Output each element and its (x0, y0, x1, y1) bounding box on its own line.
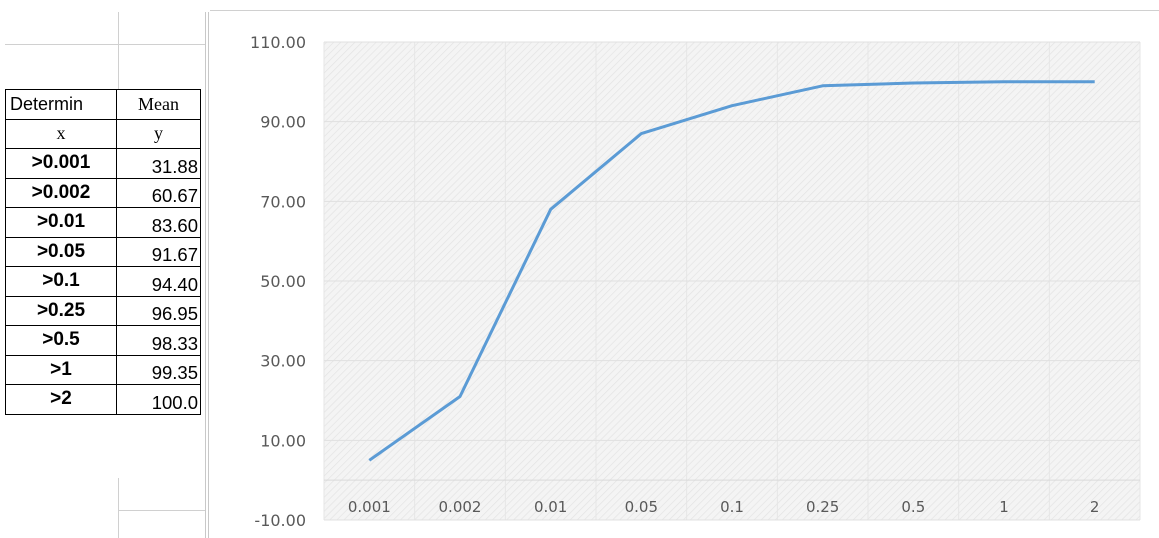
x-tick-label: 0.05 (625, 498, 658, 516)
line-chart[interactable]: -10.00 10.00 30.00 50.00 70.00 90.00 110.00 0.… (222, 12, 1152, 532)
table-row: >1 99.35 (5, 354, 201, 385)
data-table: Determin Mean x y >0.001 31.88 >0.002 60.6… (5, 89, 201, 415)
x-tick-label: 0.5 (901, 498, 925, 516)
sheet-gridline (210, 10, 1159, 11)
header-cell[interactable]: x (5, 118, 117, 149)
y-cell[interactable]: 91.67 (116, 236, 201, 267)
x-tick-label: 1 (999, 498, 1009, 516)
series-line[interactable] (368, 80, 1095, 462)
sheet-gridline (5, 44, 205, 45)
y-tick-label: 90.00 (260, 113, 306, 132)
horizontal-gridlines (324, 41, 1140, 521)
x-cell[interactable]: >0.05 (5, 236, 117, 267)
x-cell[interactable]: >2 (5, 384, 117, 415)
table-row: >0.001 31.88 (5, 148, 201, 179)
y-tick-label: -10.00 (254, 511, 306, 530)
x-cell[interactable]: >1 (5, 354, 117, 385)
y-cell[interactable]: 98.33 (116, 325, 201, 356)
header-cell[interactable]: y (116, 118, 201, 149)
x-tick-label: 2 (1090, 498, 1100, 516)
x-tick-label: 0.25 (806, 498, 839, 516)
y-tick-label: 10.00 (260, 431, 306, 450)
y-cell[interactable]: 99.35 (116, 354, 201, 385)
y-tick-label: 70.00 (260, 192, 306, 211)
table-header-row: x y (5, 118, 201, 149)
y-cell[interactable]: 31.88 (116, 148, 201, 179)
sheet-gridline (118, 478, 119, 538)
table-row: >0.05 91.67 (5, 236, 201, 267)
sheet-gridline (118, 510, 206, 511)
header-cell[interactable]: Determin (5, 89, 117, 120)
x-axis-ticks: 0.001 0.002 0.01 0.05 0.1 0.25 0.5 1 2 (348, 498, 1100, 516)
x-cell[interactable]: >0.01 (5, 207, 117, 238)
y-cell[interactable]: 100.0 (116, 384, 201, 415)
x-cell[interactable]: >0.1 (5, 266, 117, 297)
header-cell[interactable]: Mean (116, 89, 201, 120)
x-cell[interactable]: >0.002 (5, 177, 117, 208)
table-row: >0.01 83.60 (5, 207, 201, 238)
table-row: >0.1 94.40 (5, 266, 201, 297)
x-cell[interactable]: >0.25 (5, 295, 117, 326)
x-tick-label: 0.002 (439, 498, 482, 516)
table-row: >2 100.0 (5, 384, 201, 415)
y-cell[interactable]: 94.40 (116, 266, 201, 297)
x-cell[interactable]: >0.5 (5, 325, 117, 356)
y-cell[interactable]: 83.60 (116, 207, 201, 238)
table-row: >0.002 60.67 (5, 177, 201, 208)
y-tick-label: 110.00 (250, 33, 306, 52)
y-tick-label: 50.00 (260, 272, 306, 291)
x-tick-label: 0.1 (720, 498, 744, 516)
y-tick-label: 30.00 (260, 352, 306, 371)
sheet-gridline (118, 12, 119, 90)
table-row: >0.5 98.33 (5, 325, 201, 356)
y-axis-ticks: -10.00 10.00 30.00 50.00 70.00 90.00 110.00 (250, 33, 306, 530)
x-tick-label: 0.001 (348, 498, 391, 516)
y-cell[interactable]: 60.67 (116, 177, 201, 208)
table-row: >0.25 96.95 (5, 295, 201, 326)
x-tick-label: 0.01 (534, 498, 567, 516)
sheet-column-divider (205, 12, 209, 538)
x-cell[interactable]: >0.001 (5, 148, 117, 179)
table-header-row: Determin Mean (5, 89, 201, 120)
y-cell[interactable]: 96.95 (116, 295, 201, 326)
